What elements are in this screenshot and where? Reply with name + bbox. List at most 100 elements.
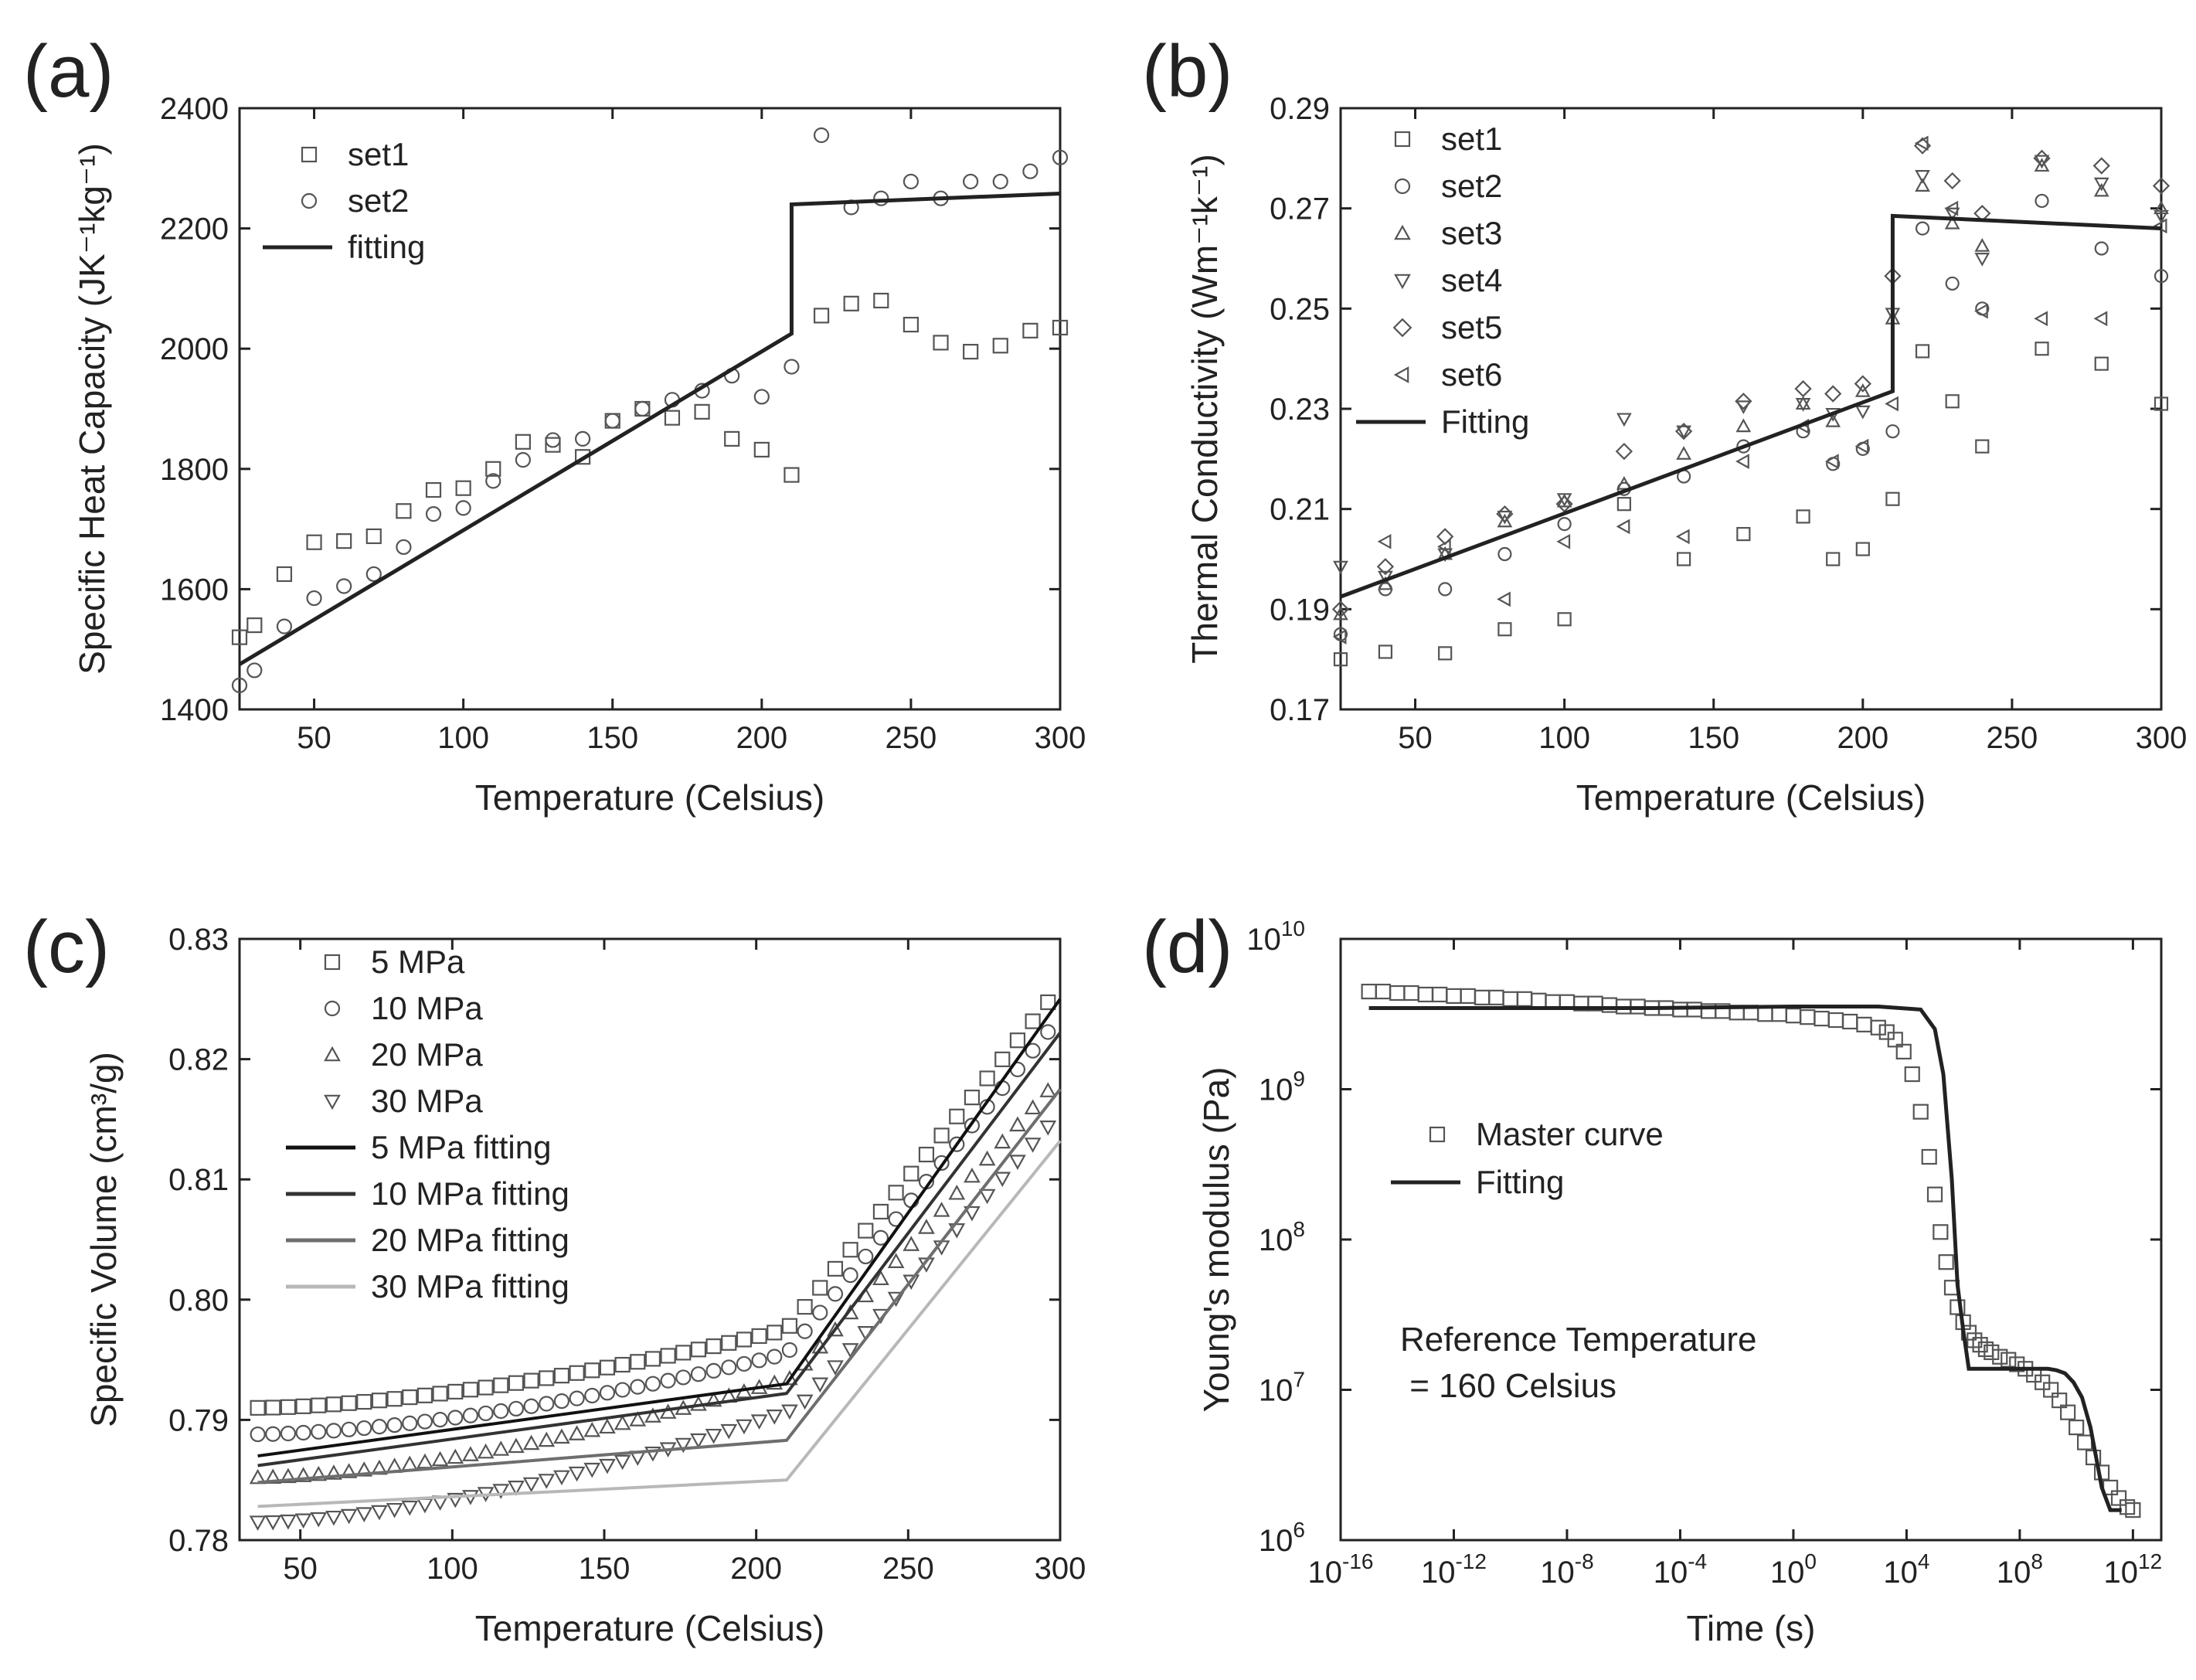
fitting-line [1340, 213, 2162, 599]
set2-point [2035, 193, 2049, 209]
20 MPa-point [629, 1411, 647, 1427]
30 MPa-point [903, 1274, 920, 1291]
fitting-line [257, 998, 1062, 1458]
5 MPa-point [508, 1375, 525, 1391]
5 MPa-point [675, 1345, 692, 1361]
10 MPa-point [265, 1426, 281, 1442]
set5-point [2092, 157, 2110, 175]
10 MPa-point [599, 1385, 616, 1401]
10 MPa-point [295, 1424, 311, 1441]
set6-point [1974, 303, 1988, 319]
20 MPa-point [705, 1391, 722, 1407]
x-tick-label: 250 [1987, 721, 2038, 755]
fitting-line [257, 1088, 1062, 1484]
y-tick-label: 0.19 [1270, 593, 1330, 627]
set6-point [1824, 454, 1839, 469]
x-tick-label: 100 [1538, 721, 1590, 755]
10 MPa-point [523, 1398, 539, 1414]
x-tick-label: 300 [1035, 721, 1086, 755]
legend-marker [324, 954, 341, 971]
set1-point [306, 534, 322, 550]
10 MPa-point [721, 1359, 737, 1376]
y-tick-label: 109 [1259, 1067, 1305, 1107]
set3-point [1854, 383, 1871, 397]
30 MPa-point [310, 1512, 328, 1528]
20 MPa-point [431, 1450, 449, 1467]
Master curve-point [1912, 1104, 1929, 1120]
5 MPa-point [462, 1382, 479, 1398]
set2-point [1438, 582, 1453, 597]
set5-point [1674, 423, 1693, 440]
legend-label: 30 MPa [371, 1083, 483, 1119]
set2-point [575, 430, 591, 447]
set4-point [1497, 510, 1513, 525]
panel-label-a: (a) [23, 30, 114, 113]
set4-point [2093, 177, 2109, 192]
30 MPa-point [325, 1510, 342, 1526]
x-tick-label: 108 [1997, 1549, 2043, 1590]
set2-point [753, 389, 770, 405]
x-tick-label: 250 [882, 1552, 934, 1586]
set1-point [545, 437, 561, 453]
20 MPa-point [264, 1468, 282, 1484]
Master curve-point [2125, 1501, 2141, 1518]
20 MPa-point [978, 1150, 996, 1166]
30 MPa-point [796, 1394, 814, 1410]
20 MPa-point [294, 1467, 312, 1482]
set2-point [365, 566, 382, 583]
10 MPa-point [812, 1304, 828, 1321]
series-fitting [238, 191, 1061, 666]
10 MPa-point [341, 1421, 357, 1437]
30 MPa-point [705, 1428, 722, 1444]
30 MPa-point [750, 1414, 768, 1430]
20 MPa-point [887, 1253, 905, 1268]
5 MPa-point [386, 1391, 403, 1407]
20 MPa-point [781, 1369, 798, 1386]
set5-point [1331, 600, 1350, 618]
set6-point [1854, 438, 1869, 454]
y-tick-label: 0.27 [1270, 192, 1330, 226]
set2-point [813, 127, 830, 144]
plot-frame [238, 937, 1062, 1542]
5 MPa-point [539, 1370, 555, 1386]
Master curve-point [1870, 1019, 1886, 1036]
30 MPa-point [964, 1206, 981, 1222]
20 MPa-point [492, 1440, 510, 1456]
5 MPa-point [265, 1399, 281, 1416]
plot-area [1361, 983, 2141, 1518]
series-30 MPa fitting [257, 1140, 1062, 1508]
set6-point [1885, 396, 1899, 412]
set1-point [963, 343, 979, 360]
x-axis-label: Temperature (Celsius) [475, 1608, 824, 1648]
5 MPa-point [614, 1356, 631, 1373]
set1-point [843, 295, 859, 311]
y-axis: 1400 1600 1800 2000 2200 2400 Specific Heat Ca… [72, 92, 1060, 727]
Master curve-point [1933, 1224, 1949, 1240]
30 MPa-point [644, 1446, 661, 1462]
10 MPa-point [964, 1117, 981, 1134]
5 MPa-point [872, 1203, 889, 1220]
fitting-line [1368, 1005, 2122, 1512]
plot-area [1331, 135, 2171, 667]
5 MPa-point [767, 1325, 783, 1341]
legend-marker [324, 1094, 341, 1110]
10 MPa-point [690, 1366, 707, 1382]
5 MPa-point [918, 1146, 935, 1163]
10 MPa-point [797, 1323, 813, 1339]
20 MPa-point [522, 1434, 540, 1450]
30 MPa-point [841, 1343, 859, 1359]
20 MPa-point [280, 1467, 297, 1484]
20 MPa-point [948, 1184, 966, 1200]
set3-point [1974, 238, 1990, 252]
Master curve-point [1403, 985, 1419, 1002]
set3-point [1825, 413, 1841, 427]
set6-point [1332, 629, 1347, 644]
x-tick-label: 300 [2136, 721, 2188, 755]
10 MPa-point [751, 1352, 767, 1369]
30 MPa-point [355, 1507, 373, 1522]
Master curve-point [1967, 1332, 1983, 1348]
Master curve-point [2069, 1420, 2085, 1436]
legend: set1 set2 fitting [263, 136, 425, 265]
set3-point [1735, 418, 1752, 433]
x-tick-label: 300 [1035, 1552, 1086, 1586]
